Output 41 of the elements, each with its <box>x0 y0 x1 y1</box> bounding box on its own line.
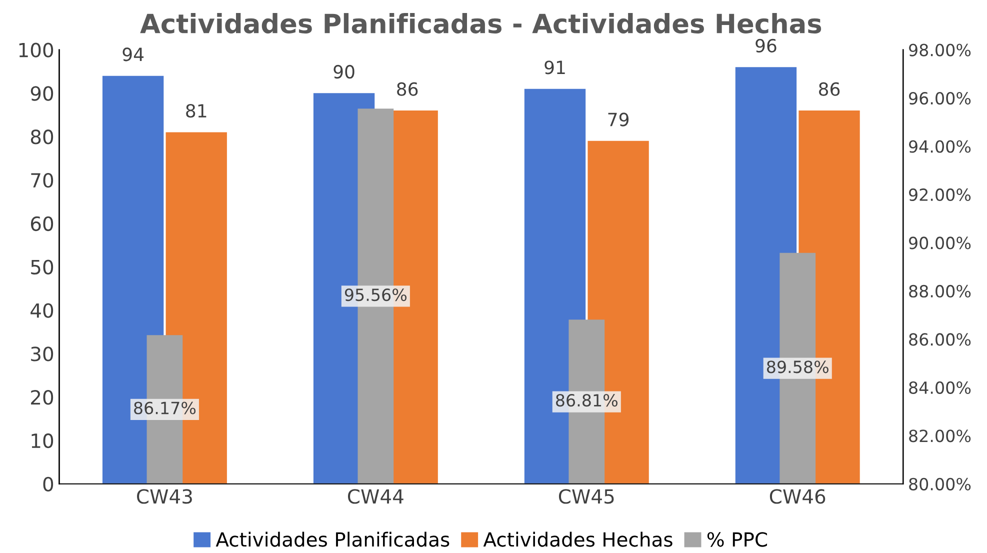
y-tick-label: 80 <box>30 130 54 144</box>
y2-tick-label: 84.00% <box>909 381 971 394</box>
data-label: 95.56% <box>344 288 407 302</box>
data-label: 86.17% <box>134 402 196 414</box>
data-label: 81 <box>186 104 206 118</box>
y-tick-label: 70 <box>31 172 54 188</box>
y2-tick-label: 96.00% <box>909 92 971 105</box>
chart-title: Actividades Planificadas - Actividades Hechas <box>140 13 822 34</box>
y2-tick-label: 86.00% <box>909 333 971 346</box>
y-tick-label: 10 <box>32 433 54 448</box>
data-label: 86 <box>819 82 840 96</box>
legend-label: Actividades Hechas <box>483 532 672 547</box>
legend-label: % PPC <box>707 532 767 547</box>
y-tick-label: 40 <box>30 303 54 318</box>
x-tick-label: CW45 <box>558 489 614 504</box>
data-label: 94 <box>122 48 144 62</box>
data-label: 91 <box>544 60 565 74</box>
y-tick-label: 60 <box>30 216 54 232</box>
x-tick-label: CW44 <box>348 489 404 504</box>
data-label: 86.81% <box>556 394 618 407</box>
y-tick-label: 90 <box>30 86 54 101</box>
y2-tick-label: 80.00% <box>909 478 971 490</box>
y-tick-label: 100 <box>19 42 54 58</box>
y2-tick-label: 88.00% <box>909 284 971 298</box>
x-tick-label: CW46 <box>770 489 826 504</box>
data-label: 96 <box>756 38 776 53</box>
data-label: 90 <box>334 64 354 79</box>
x-tick-label: CW43 <box>137 489 192 504</box>
legend-label: Actividades Planificadas <box>216 532 450 547</box>
y-tick-label: 20 <box>31 390 54 405</box>
y2-tick-label: 94.00% <box>909 140 971 153</box>
data-label: 86 <box>397 82 418 96</box>
y2-tick-label: 82.00% <box>909 430 971 442</box>
y-tick-label: 0 <box>43 476 54 492</box>
y-tick-label: 50 <box>31 260 54 274</box>
y-tick-label: 30 <box>31 346 54 362</box>
y2-tick-label: 90.00% <box>909 236 971 250</box>
data-label: 89.58% <box>766 360 828 374</box>
data-label: 79 <box>608 112 629 126</box>
y2-tick-label: 92.00% <box>909 188 971 202</box>
y2-tick-label: 98.00% <box>909 44 971 56</box>
